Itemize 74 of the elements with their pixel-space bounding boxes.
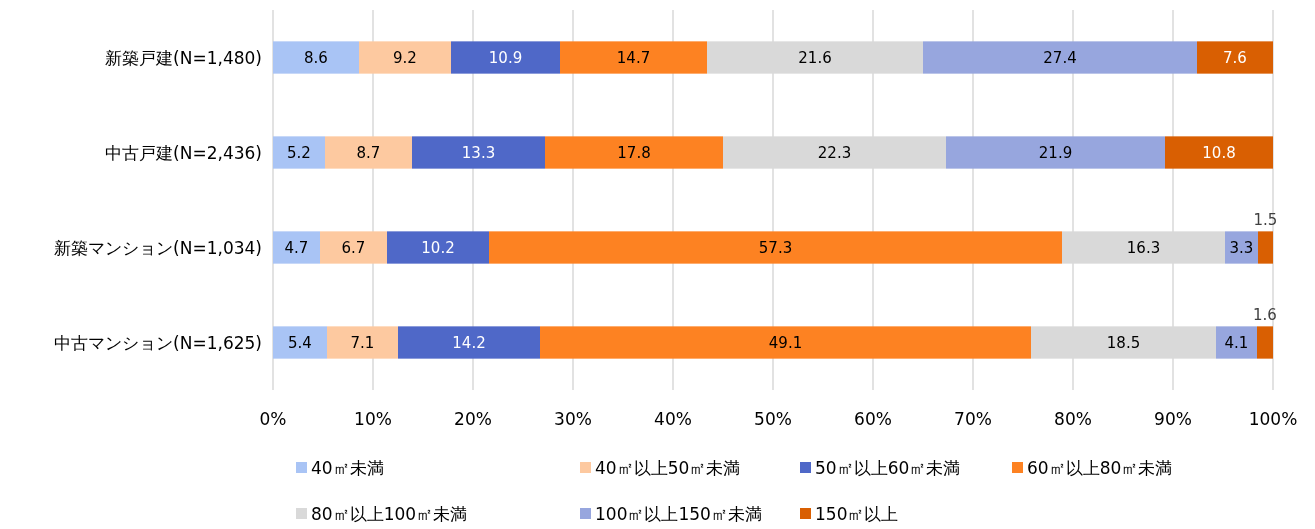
- bar: [1165, 136, 1273, 169]
- x-tick-label: 90%: [1154, 409, 1192, 429]
- data-label: 1.5: [1253, 211, 1278, 230]
- x-tick-label: 50%: [754, 409, 792, 429]
- x-tick-label: 70%: [954, 409, 992, 429]
- x-tick-label: 80%: [1054, 409, 1092, 429]
- x-tick-label: 20%: [454, 409, 492, 429]
- legend-label: 100㎡以上150㎡未満: [595, 504, 762, 524]
- data-label: 49.1: [768, 333, 803, 352]
- bar: [451, 41, 560, 74]
- bar: [273, 326, 327, 359]
- data-label: 8.6: [304, 48, 328, 67]
- data-label: 4.1: [1224, 333, 1249, 352]
- data-label: 7.1: [350, 333, 375, 352]
- x-tick-label: 40%: [654, 409, 692, 429]
- data-label: 22.3: [817, 143, 852, 162]
- bar: [398, 326, 540, 359]
- bar: [273, 41, 359, 74]
- bar: [412, 136, 545, 169]
- data-label: 10.8: [1202, 143, 1236, 162]
- data-label: 13.3: [461, 143, 496, 162]
- x-tick-label: 100%: [1248, 409, 1298, 429]
- bar: [540, 326, 1031, 359]
- data-label: 6.7: [341, 238, 366, 257]
- bar: [359, 41, 451, 74]
- data-label: 14.7: [616, 48, 651, 67]
- bar: [1197, 41, 1273, 74]
- bar: [327, 326, 398, 359]
- bar: [560, 41, 707, 74]
- bar: [489, 231, 1062, 264]
- x-tick-label: 60%: [854, 409, 892, 429]
- legend-label: 40㎡未満: [311, 458, 384, 478]
- y-tick-label: 新築戸建(N=1,480): [105, 47, 262, 68]
- data-label: 16.3: [1126, 238, 1161, 257]
- legend-label: 150㎡以上: [815, 504, 899, 524]
- data-label: 18.5: [1106, 333, 1141, 352]
- data-label: 4.7: [284, 238, 309, 257]
- bar: [325, 136, 412, 169]
- data-label: 8.7: [356, 143, 381, 162]
- bar: [273, 136, 325, 169]
- x-tick-label: 0%: [259, 409, 287, 429]
- data-label: 10.2: [421, 238, 455, 257]
- bar: [923, 41, 1197, 74]
- legend-label: 40㎡以上50㎡未満: [595, 458, 741, 478]
- data-label: 7.6: [1223, 48, 1247, 67]
- data-label: 10.9: [488, 48, 523, 67]
- bar: [320, 231, 387, 264]
- data-label: 21.6: [798, 48, 832, 67]
- bar: [1257, 326, 1273, 359]
- data-label: 1.6: [1253, 306, 1277, 325]
- data-label: 3.3: [1229, 238, 1254, 257]
- x-tick-label: 30%: [554, 409, 592, 429]
- y-tick-label: 新築マンション(N=1,034): [54, 237, 262, 258]
- y-tick-label: 中古戸建(N=2,436): [105, 142, 262, 163]
- bar: [1216, 326, 1257, 359]
- x-tick-label: 10%: [354, 409, 392, 429]
- data-label: 5.2: [287, 143, 311, 162]
- data-label: 27.4: [1043, 48, 1077, 67]
- data-label: 57.3: [758, 238, 793, 257]
- legend-label: 80㎡以上100㎡未満: [311, 504, 468, 524]
- bar: [946, 136, 1165, 169]
- bar: [273, 231, 320, 264]
- data-label: 14.2: [452, 333, 486, 352]
- y-tick-label: 中古マンション(N=1,625): [54, 332, 262, 353]
- bar: [1258, 231, 1273, 264]
- bar: [1225, 231, 1258, 264]
- data-label: 5.4: [288, 333, 312, 352]
- data-label: 17.8: [617, 143, 651, 162]
- legend-label: 50㎡以上60㎡未満: [815, 458, 961, 478]
- data-label: 9.2: [393, 48, 417, 67]
- bar: [545, 136, 723, 169]
- legend-label: 60㎡以上80㎡未満: [1027, 458, 1173, 478]
- data-label: 21.9: [1038, 143, 1073, 162]
- bar: [387, 231, 489, 264]
